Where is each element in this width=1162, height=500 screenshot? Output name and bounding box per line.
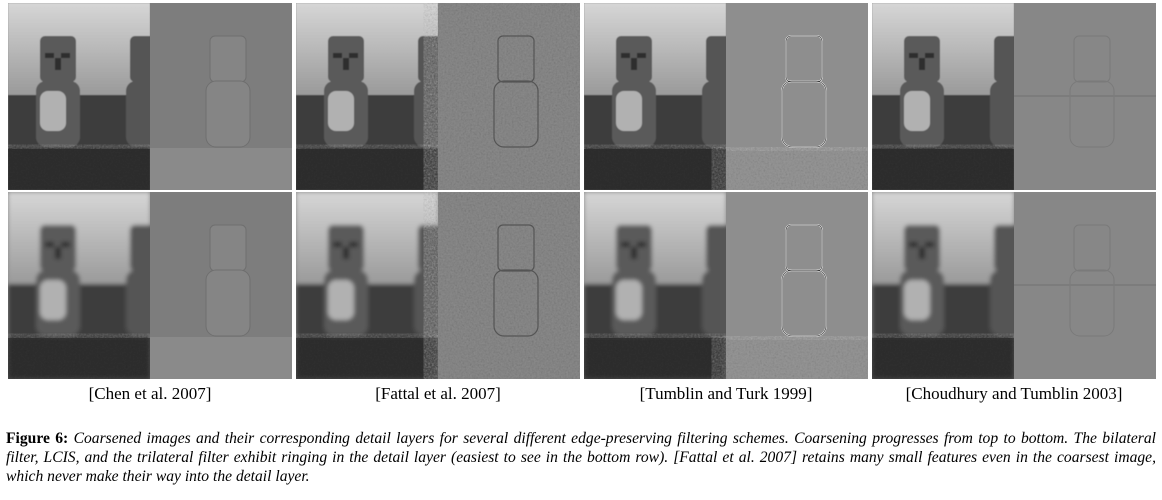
panel-choudhury-bottom [872,192,1156,379]
panel-fattal-bottom [296,192,580,379]
column-label-tumblin: [Tumblin and Turk 1999] [639,384,813,403]
panel-tumblin-top [584,3,868,190]
panel-tumblin-bottom [584,192,868,379]
panel-chen-bottom [8,192,292,379]
column-label-chen: [Chen et al. 2007] [88,384,212,403]
panel-fattal-top [296,3,580,190]
column-label-fattal: [Fattal et al. 2007] [375,384,501,403]
figure-label: Figure 6: [6,430,69,447]
column-label-choudhury: [Choudhury and Tumblin 2003] [905,384,1123,403]
figure-caption: Figure 6: Coarsened images and their cor… [6,429,1156,486]
panel-chen-top [8,3,292,190]
figure-grid [8,3,1158,379]
panel-choudhury-top [872,3,1156,190]
caption-text: Coarsened images and their corresponding… [6,430,1156,485]
